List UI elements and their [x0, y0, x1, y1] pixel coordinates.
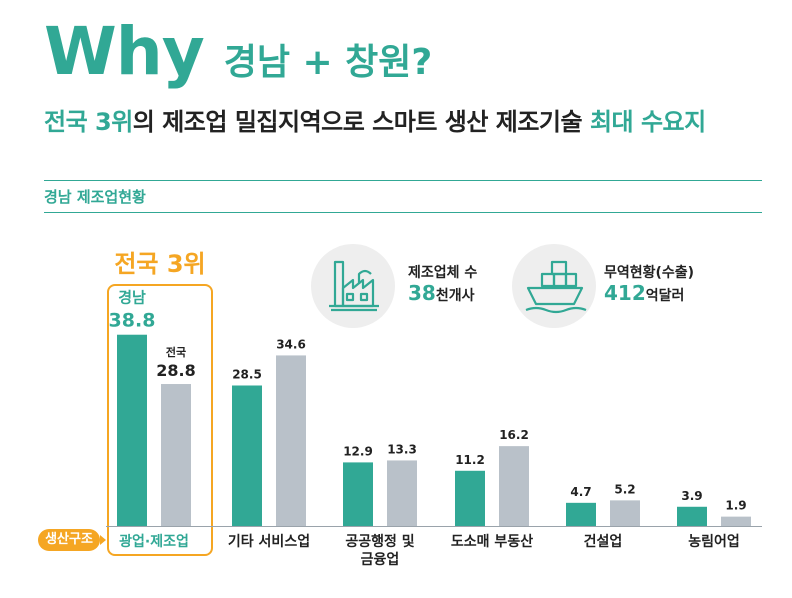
axis-label-production: 생산구조: [38, 529, 100, 551]
factory-icon-circle: [311, 244, 395, 328]
bar-national-5: [721, 516, 751, 526]
axis-label-arrow: [100, 535, 106, 545]
section-rule-bottom: [44, 212, 762, 213]
series-label-national: 전국: [166, 345, 186, 359]
value-label-national-2: 13.3: [387, 442, 417, 456]
bar-gyeongnam-1: [232, 385, 262, 526]
bar-gyeongnam-0: [117, 334, 147, 526]
bar-national-3: [499, 446, 529, 526]
title-why: Why: [44, 13, 205, 90]
value-label-national-5: 1.9: [725, 499, 746, 513]
factory-icon: [329, 260, 379, 312]
value-label-gyeongnam-4: 4.7: [570, 485, 591, 499]
series-label-gyeongnam: 경남: [118, 289, 146, 307]
stat-exports-value: 412억달러: [604, 281, 685, 305]
page-subtitle: 전국 3위의 제조업 밀집지역으로 스마트 생산 제조기술 최대 수요지: [44, 102, 706, 137]
stat-exports-label: 무역현황(수출): [604, 265, 695, 281]
value-label-gyeongnam-1: 28.5: [232, 367, 262, 381]
title-region: 경남 + 창원?: [223, 42, 433, 83]
bar-gyeongnam-3: [455, 470, 485, 526]
value-label-gyeongnam-2: 12.9: [343, 444, 373, 458]
rank-badge-label: 전국 3위: [114, 250, 206, 278]
bar-national-2: [387, 460, 417, 526]
bar-gyeongnam-5: [677, 506, 707, 526]
stat-factories-value: 38천개사: [408, 281, 475, 305]
page-title: Why 경남 + 창원?: [44, 14, 432, 101]
stat-factories-label: 제조업체 수: [408, 265, 478, 281]
value-label-national-3: 16.2: [499, 428, 529, 442]
subtitle-body: 의 제조업 밀집지역으로 스마트 생산 제조기술: [132, 108, 590, 136]
section-rule-top: [44, 180, 762, 181]
category-label-0: 광업·제조업: [119, 534, 189, 550]
category-label-1: 기타 서비스업: [227, 534, 311, 550]
value-label-gyeongnam-5: 3.9: [681, 489, 702, 503]
subtitle-rank: 전국 3위: [44, 108, 133, 136]
value-label-gyeongnam-3: 11.2: [455, 453, 485, 467]
category-label-5: 농림어업: [688, 534, 740, 550]
value-label-national-1: 34.6: [276, 337, 306, 351]
bar-national-4: [610, 500, 640, 526]
bar-national-0: [161, 384, 191, 526]
bar-gyeongnam-2: [343, 462, 373, 526]
section-title: 경남 제조업현황: [44, 188, 146, 206]
value-label-national-4: 5.2: [614, 482, 635, 496]
bar-gyeongnam-4: [566, 502, 596, 526]
category-label-3: 도소매 부동산: [450, 534, 534, 550]
value-label-national-0: 28.8: [156, 361, 195, 380]
category-label-4: 건설업: [583, 534, 623, 550]
value-label-gyeongnam-0: 38.8: [109, 310, 156, 332]
cargo-ship-icon-circle: [512, 244, 596, 328]
category-label-2: 공공행정 및 금융업: [345, 534, 415, 568]
highlight-box: [107, 284, 213, 556]
cargo-ship-icon: [525, 260, 587, 314]
bar-national-1: [276, 355, 306, 526]
subtitle-emphasis: 최대 수요지: [589, 108, 706, 136]
